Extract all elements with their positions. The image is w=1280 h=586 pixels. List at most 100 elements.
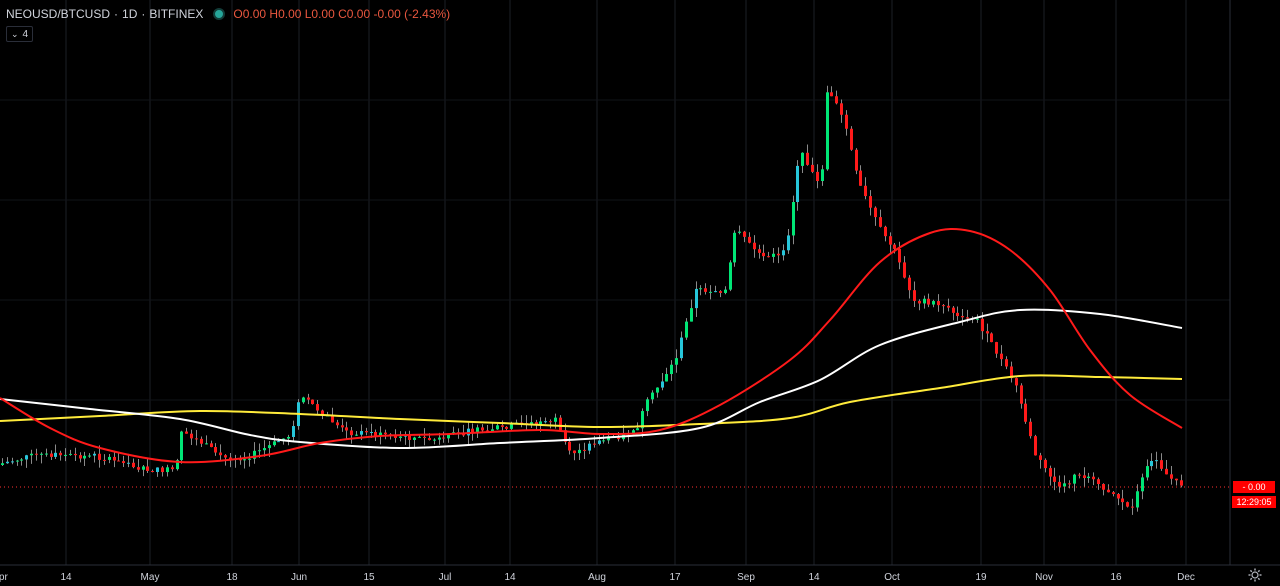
candle-body — [1126, 502, 1129, 507]
candle-body — [350, 430, 353, 436]
candle-body — [937, 301, 940, 306]
time-axis-tick-label: Aug — [588, 572, 606, 583]
candle-body — [122, 461, 125, 464]
candle-body — [738, 231, 741, 233]
candle-body — [471, 428, 474, 433]
candle-body — [69, 453, 72, 455]
candle-body — [1092, 476, 1095, 480]
time-axis-tick-label: Dec — [1177, 572, 1195, 583]
candle-body — [1039, 455, 1042, 460]
candle-body — [947, 305, 950, 308]
candle-body — [142, 466, 145, 470]
candle-body — [263, 448, 266, 451]
candle-body — [50, 453, 53, 457]
candle-body — [113, 456, 116, 461]
indicator-count: 4 — [22, 29, 29, 40]
candle-body — [704, 288, 707, 292]
candle-body — [476, 427, 479, 433]
candle-body — [976, 318, 979, 320]
candle-body — [486, 430, 489, 432]
candle-body — [229, 457, 232, 459]
candle-body — [302, 397, 305, 403]
candle-body — [1121, 498, 1124, 503]
candle-body — [316, 404, 319, 411]
candle-body — [103, 459, 106, 461]
candle-body — [413, 437, 416, 440]
candle-body — [743, 231, 746, 237]
candle-body — [826, 92, 829, 170]
candle-body — [578, 449, 581, 454]
interval-label[interactable]: 1D — [122, 7, 138, 21]
candle-body — [438, 437, 441, 440]
candle-body — [1015, 378, 1018, 386]
candle-body — [864, 185, 867, 197]
candle-body — [685, 321, 688, 338]
candle-body — [1063, 483, 1066, 487]
indicators-toggle-button[interactable]: ⌄ 4 — [6, 26, 34, 42]
candle-body — [248, 458, 251, 460]
candle-body — [224, 455, 227, 458]
candle-body — [651, 392, 654, 400]
time-axis-tick-label: Apr — [0, 572, 8, 583]
candle-body — [40, 453, 43, 455]
candle-body — [200, 438, 203, 444]
candle-body — [1141, 477, 1144, 492]
candle-body — [874, 207, 877, 218]
candle-body — [399, 436, 402, 438]
candle-body — [292, 426, 295, 437]
candle-body — [1029, 421, 1032, 437]
candle-body — [859, 170, 862, 186]
candle-body — [185, 431, 188, 434]
candle-body — [176, 460, 179, 470]
candle-body — [365, 431, 368, 433]
candle-body — [253, 450, 256, 459]
market-status-icon — [213, 8, 226, 20]
candle-body — [1087, 476, 1090, 479]
time-axis[interactable]: Apr 14 May 18 Jun 15 Jul 14 Aug 17 Sep 14 Oct 19 Nov 16… — [0, 572, 1195, 583]
candle-body — [180, 431, 183, 461]
candle-body — [195, 438, 198, 440]
candle-body — [568, 441, 571, 451]
moving-average-line — [0, 374, 1183, 429]
candle-body — [1155, 460, 1158, 462]
candle-body — [239, 459, 242, 461]
candle-body — [598, 440, 601, 444]
candle-body — [331, 415, 334, 423]
candle-body — [1097, 479, 1100, 485]
candle-body — [360, 431, 363, 435]
last-price-label: - 0.00 — [1233, 481, 1275, 493]
candle-body — [505, 426, 508, 429]
candle-body — [1160, 460, 1163, 469]
candle-body — [447, 434, 450, 439]
candle-body — [699, 288, 702, 290]
symbol-name[interactable]: NEOUSD/BTCUSD — [6, 7, 111, 21]
candle-body — [753, 242, 756, 250]
gear-icon[interactable] — [1248, 568, 1262, 582]
moving-averages — [0, 228, 1183, 464]
candle-body — [801, 152, 804, 166]
moving-average-line — [0, 228, 1183, 464]
candle-body — [132, 462, 135, 468]
candle-body — [670, 364, 673, 375]
chevron-down-icon: ⌄ — [11, 29, 19, 39]
candle-body — [913, 290, 916, 301]
candle-body — [287, 436, 290, 439]
candle-body — [321, 410, 324, 416]
candle-body — [792, 202, 795, 236]
candle-body — [986, 331, 989, 334]
candle-body — [243, 459, 246, 461]
candle-body — [772, 253, 775, 257]
candle-body — [908, 277, 911, 291]
candle-body — [535, 422, 538, 425]
candle-body — [539, 421, 542, 425]
candle-body — [835, 96, 838, 104]
ohlc-values: O0.00 H0.00 L0.00 C0.00 -0.00 (-2.43%) — [233, 7, 451, 21]
candle-body — [370, 431, 373, 433]
candle-body — [1131, 506, 1134, 508]
candle-body — [161, 467, 164, 473]
candle-body — [190, 433, 193, 439]
candle-body — [952, 307, 955, 313]
candle-body — [573, 450, 576, 454]
candle-body — [16, 460, 19, 462]
